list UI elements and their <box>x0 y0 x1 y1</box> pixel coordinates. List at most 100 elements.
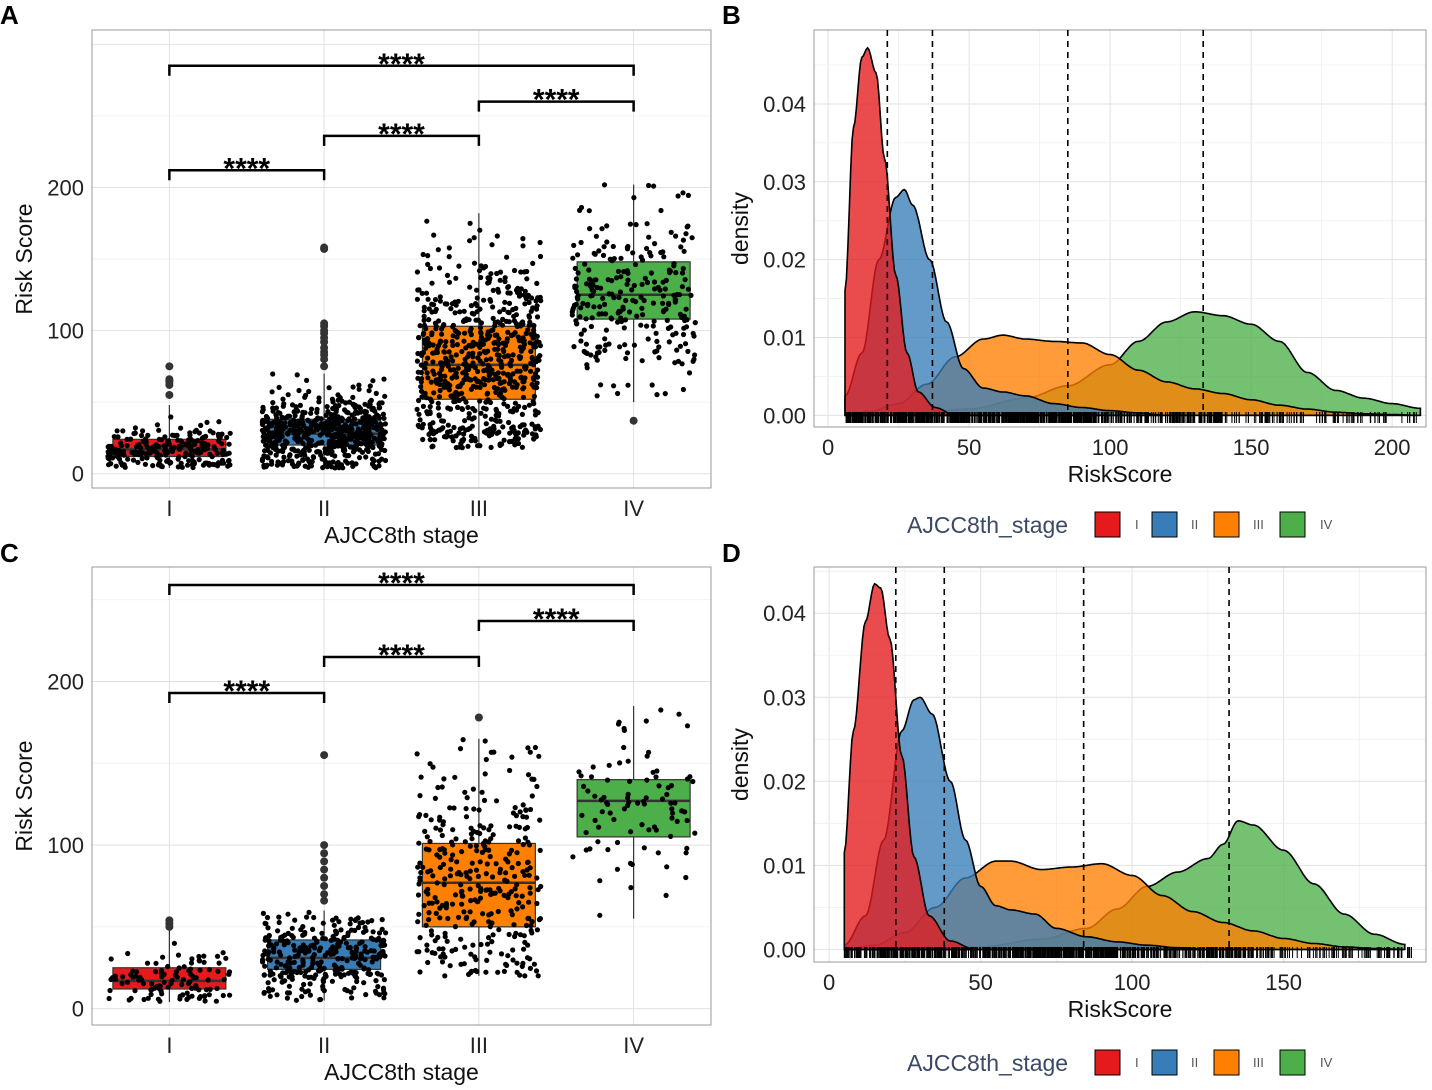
data-point <box>216 960 222 966</box>
data-point <box>527 749 533 755</box>
data-point <box>374 426 380 432</box>
data-point <box>169 977 175 983</box>
data-point <box>442 343 448 349</box>
data-point <box>263 413 269 420</box>
outlier-point <box>320 849 329 858</box>
x-tick-label-iii: III <box>470 1033 488 1058</box>
data-point <box>530 375 537 381</box>
data-point <box>209 454 215 460</box>
data-point <box>504 254 510 260</box>
data-point <box>383 930 389 936</box>
data-point <box>490 932 496 938</box>
data-point <box>315 449 321 455</box>
data-point <box>444 938 450 944</box>
data-point <box>537 253 544 260</box>
data-point <box>467 328 473 334</box>
data-point <box>616 294 622 301</box>
data-point <box>473 867 480 873</box>
data-point <box>492 323 498 329</box>
data-point <box>473 843 479 849</box>
data-point <box>670 332 676 338</box>
data-point <box>199 440 205 446</box>
data-point <box>477 443 483 449</box>
data-point <box>472 435 478 441</box>
data-point <box>365 414 372 420</box>
data-point <box>329 978 335 984</box>
data-point <box>511 313 517 319</box>
data-point <box>621 806 628 812</box>
data-point <box>114 454 120 460</box>
data-point <box>499 387 505 393</box>
data-point <box>452 299 458 305</box>
data-point <box>450 342 456 348</box>
y-tick-label: 0.02 <box>763 248 806 273</box>
data-point <box>677 311 684 317</box>
data-point <box>460 737 466 743</box>
data-point <box>304 377 310 383</box>
data-point <box>435 405 441 411</box>
y-axis-title: Risk Score <box>11 740 37 851</box>
data-point <box>511 318 517 324</box>
panel-letter-d: D <box>722 538 741 568</box>
data-point <box>604 777 611 783</box>
data-point <box>425 336 431 342</box>
data-point <box>205 442 211 448</box>
data-point <box>509 384 516 390</box>
data-point <box>436 412 442 418</box>
data-point <box>648 253 654 259</box>
data-point <box>416 334 422 341</box>
data-point <box>330 459 336 465</box>
data-point <box>685 348 691 354</box>
data-point <box>439 326 445 332</box>
data-point <box>583 316 589 322</box>
data-point <box>424 370 430 376</box>
data-point <box>493 861 499 867</box>
data-point <box>530 341 536 347</box>
data-point <box>356 455 363 461</box>
data-point <box>415 892 422 898</box>
data-point <box>214 985 220 992</box>
data-point <box>430 420 436 426</box>
data-point <box>506 891 512 897</box>
data-point <box>419 425 425 431</box>
data-point <box>265 455 271 461</box>
data-point <box>578 773 584 779</box>
data-point <box>420 403 426 409</box>
data-point <box>584 281 590 287</box>
data-point <box>461 338 467 344</box>
data-point <box>214 450 220 456</box>
data-point <box>626 309 633 315</box>
data-point <box>474 341 480 347</box>
data-point <box>306 447 312 453</box>
data-point <box>260 910 266 917</box>
data-point <box>497 380 503 386</box>
data-point <box>417 860 423 866</box>
data-point <box>261 462 267 468</box>
jitter-points-iv <box>570 707 698 918</box>
data-point <box>646 182 652 189</box>
data-point <box>431 232 437 238</box>
data-point <box>461 308 467 314</box>
data-point <box>280 396 286 402</box>
data-point <box>511 873 518 879</box>
data-point <box>428 868 434 874</box>
data-point <box>529 793 535 799</box>
data-point <box>638 294 644 300</box>
data-point <box>569 309 575 315</box>
data-point <box>226 441 232 447</box>
data-point <box>595 344 601 350</box>
data-point <box>291 422 297 429</box>
data-point <box>656 344 662 350</box>
data-point <box>660 293 667 299</box>
data-point <box>260 417 266 423</box>
data-point <box>466 376 472 382</box>
data-point <box>459 348 465 355</box>
data-point <box>484 887 490 893</box>
data-point <box>213 998 219 1004</box>
data-point <box>625 791 631 797</box>
outlier-point <box>165 362 174 371</box>
data-point <box>622 317 629 323</box>
data-point <box>379 926 385 932</box>
data-point <box>202 993 208 999</box>
data-point <box>184 996 190 1003</box>
